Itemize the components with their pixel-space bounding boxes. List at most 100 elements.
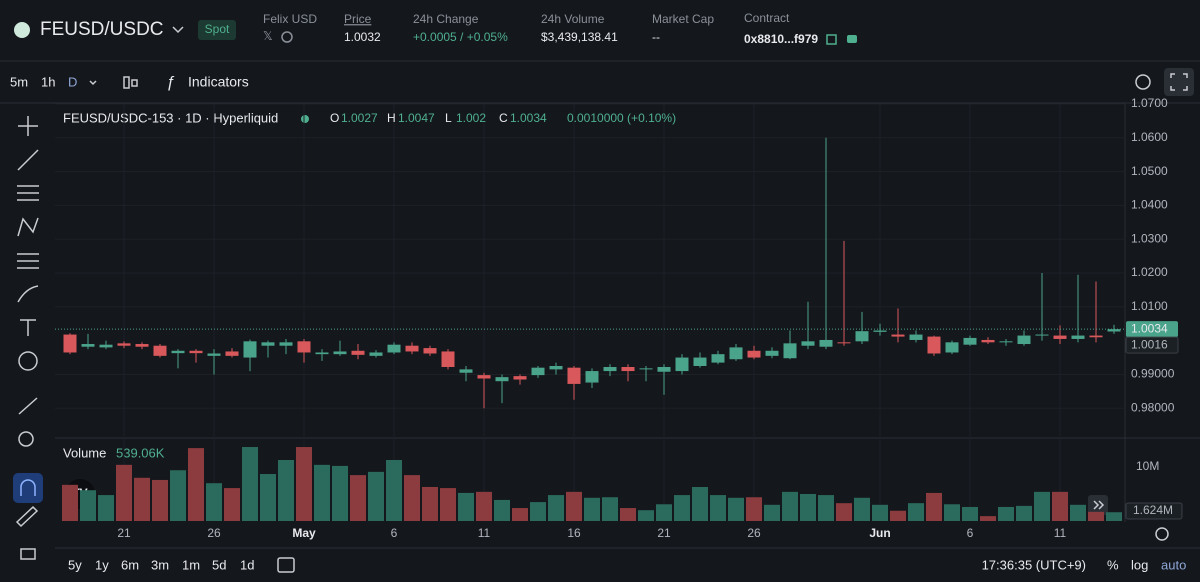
mark-price-badge bbox=[1125, 336, 1179, 354]
candle-body bbox=[171, 350, 185, 354]
range-button[interactable]: 1y bbox=[95, 557, 109, 572]
candle-body bbox=[873, 330, 887, 332]
volume-bar bbox=[908, 503, 924, 521]
interval-dropdown[interactable] bbox=[89, 80, 97, 86]
candle-body bbox=[495, 377, 509, 382]
interval[interactable]: D bbox=[68, 74, 77, 89]
range-button[interactable]: 5d bbox=[212, 557, 226, 572]
candle-body bbox=[675, 357, 689, 372]
volume-bar bbox=[1070, 504, 1086, 521]
mark-price-text: 1.0016 bbox=[1131, 337, 1168, 351]
auto-toggle[interactable]: auto bbox=[1161, 557, 1186, 572]
pair-dropdown[interactable] bbox=[172, 26, 184, 34]
copy[interactable] bbox=[847, 35, 857, 43]
settings[interactable] bbox=[1155, 527, 1169, 541]
ohlc-value: 1.0047 bbox=[398, 111, 435, 125]
volume-bar bbox=[440, 488, 456, 521]
volume-bar bbox=[926, 492, 942, 521]
volume-bar bbox=[350, 475, 366, 521]
magnet-icon bbox=[20, 479, 36, 496]
volume-bar bbox=[692, 486, 708, 521]
chart-type[interactable] bbox=[123, 76, 138, 89]
log-toggle[interactable]: log bbox=[1131, 557, 1148, 572]
alert[interactable] bbox=[1135, 74, 1151, 90]
fullscreen[interactable] bbox=[1164, 68, 1194, 96]
open-link[interactable] bbox=[826, 34, 837, 45]
candle-body bbox=[783, 343, 797, 359]
volume-bar bbox=[854, 497, 870, 521]
candle-body bbox=[135, 344, 149, 347]
volume-bar bbox=[98, 495, 114, 521]
volume-bar bbox=[1106, 512, 1122, 521]
candle-body bbox=[801, 341, 815, 346]
volume-bar bbox=[944, 504, 960, 521]
volume-bar bbox=[818, 495, 834, 521]
pair-title[interactable]: FEUSD/USDC bbox=[40, 19, 164, 40]
fullscreen-icon bbox=[1170, 73, 1188, 91]
volume-bar bbox=[530, 502, 546, 521]
x-tick-label: 6 bbox=[967, 526, 974, 540]
volume-bar bbox=[998, 506, 1014, 521]
y-tick-label: 1.0600 bbox=[1131, 130, 1168, 144]
candle-body bbox=[405, 345, 419, 352]
range-button[interactable]: 1m bbox=[182, 557, 200, 572]
candle-body bbox=[261, 342, 275, 346]
volume-bar bbox=[1034, 491, 1050, 521]
magnet-active[interactable] bbox=[13, 473, 43, 503]
candle-body bbox=[117, 343, 131, 346]
candle-body bbox=[387, 344, 401, 353]
candle-body bbox=[927, 336, 941, 354]
volume-bar bbox=[656, 504, 672, 521]
volume-bar bbox=[476, 491, 492, 521]
scroll-icon bbox=[1093, 500, 1105, 510]
x-link[interactable]: 𝕏 bbox=[263, 29, 273, 43]
candle-body bbox=[243, 341, 257, 358]
candle-body bbox=[207, 353, 221, 356]
volume-bar bbox=[62, 484, 78, 521]
candle-body bbox=[279, 342, 293, 346]
y-tick-label: 1.0200 bbox=[1131, 265, 1168, 279]
volume-bar bbox=[710, 495, 726, 521]
x-tick-label: 26 bbox=[207, 526, 221, 540]
volume-bar bbox=[242, 447, 258, 521]
candle-body bbox=[603, 367, 617, 372]
interval[interactable]: 5m bbox=[10, 74, 28, 89]
calendar[interactable] bbox=[277, 557, 295, 573]
volume-bar bbox=[116, 464, 132, 521]
market-cap-label: Market Cap bbox=[652, 12, 714, 26]
volume-legend-value: 539.06K bbox=[116, 445, 165, 460]
drawing-tools[interactable] bbox=[15, 116, 39, 560]
candle-body bbox=[459, 369, 473, 373]
candle-body bbox=[963, 337, 977, 345]
volume-bar bbox=[188, 448, 204, 521]
candle-body bbox=[513, 376, 527, 380]
volume-bar bbox=[728, 497, 744, 521]
candle-body bbox=[855, 331, 869, 342]
volume-badge bbox=[1125, 502, 1183, 520]
volume-bar bbox=[260, 474, 276, 521]
interval[interactable]: 1h bbox=[41, 74, 55, 89]
x-tick-label: 11 bbox=[1054, 526, 1067, 540]
range-button[interactable]: 6m bbox=[121, 557, 139, 572]
volume-bar bbox=[962, 506, 978, 521]
range-button[interactable]: 5y bbox=[68, 557, 82, 572]
x-tick-label: 6 bbox=[391, 526, 398, 540]
last-price-text: 1.0034 bbox=[1131, 321, 1168, 335]
web-link[interactable] bbox=[281, 31, 293, 43]
volume-bar bbox=[1016, 505, 1032, 521]
y-tick-label: 0.99000 bbox=[1131, 367, 1175, 381]
indicators[interactable]: Indicators bbox=[188, 74, 249, 90]
fx-icon[interactable]: ƒ bbox=[166, 74, 175, 91]
percent-toggle[interactable]: % bbox=[1107, 557, 1119, 572]
candle-body bbox=[1089, 335, 1103, 338]
candle-body bbox=[441, 351, 455, 368]
range-button[interactable]: 1d bbox=[240, 557, 254, 572]
volume-value: $3,439,138.41 bbox=[541, 30, 618, 44]
contract-value[interactable]: 0x8810...f979 bbox=[744, 32, 818, 46]
candle-body bbox=[297, 341, 311, 353]
candle-body bbox=[225, 351, 239, 356]
ohlc-value: 1.0027 bbox=[341, 111, 378, 125]
range-button[interactable]: 3m bbox=[151, 557, 169, 572]
candle-body bbox=[621, 367, 635, 372]
volume-bar bbox=[620, 508, 636, 521]
